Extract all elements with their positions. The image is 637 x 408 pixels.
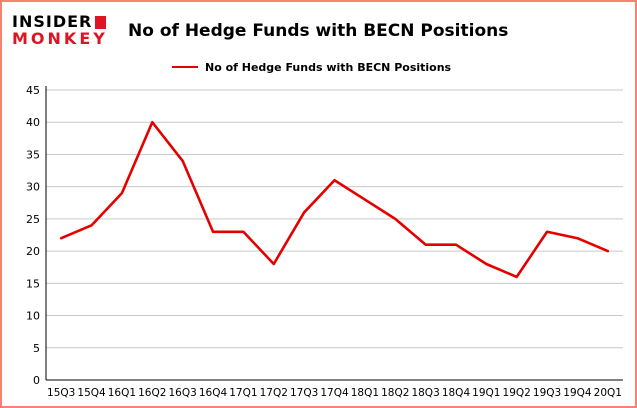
x-tick-label: 18Q3: [411, 387, 439, 399]
x-tick-label: 17Q3: [290, 387, 318, 399]
x-tick-label: 16Q2: [138, 387, 166, 399]
x-tick-label: 15Q3: [47, 387, 75, 399]
x-tick-label: 17Q1: [229, 387, 257, 399]
x-tick-label: 17Q2: [260, 387, 288, 399]
x-tick-label: 16Q4: [199, 387, 228, 399]
logo-monkey-text: MONKEY: [12, 29, 108, 48]
x-tick-label: 19Q4: [563, 387, 592, 399]
insider-monkey-logo: INSIDER MONKEY: [12, 12, 114, 48]
legend-line-swatch: [172, 66, 198, 68]
x-tick-label: 18Q2: [381, 387, 409, 399]
x-tick-label: 20Q1: [594, 387, 622, 399]
y-tick-label: 35: [26, 148, 40, 161]
x-tick-label: 19Q2: [503, 387, 531, 399]
y-tick-label: 15: [26, 277, 40, 290]
chart-legend: No of Hedge Funds with BECN Positions: [172, 58, 635, 76]
y-tick-label: 30: [26, 181, 40, 194]
x-tick-label: 16Q3: [169, 387, 197, 399]
x-tick-label: 15Q4: [77, 387, 106, 399]
y-tick-label: 45: [26, 84, 40, 97]
logo-red-square-icon: [95, 16, 107, 30]
chart-header: INSIDER MONKEY No of Hedge Funds with BE…: [2, 2, 635, 52]
y-tick-label: 10: [26, 310, 40, 323]
y-tick-label: 40: [26, 116, 40, 129]
x-tick-label: 19Q1: [472, 387, 500, 399]
chart-area: 0 5 10 15 20 25 30 35 40 45 15Q3 15Q4 16Q1 16Q2 16Q3 16…: [2, 76, 635, 406]
line-chart: 0 5 10 15 20 25 30 35 40 45 15Q3 15Q4 16Q1 16Q2 16Q3 16…: [26, 84, 623, 399]
logo-top-row: INSIDER: [12, 12, 114, 32]
y-tick-label: 5: [33, 342, 40, 355]
y-tick-label: 0: [33, 374, 40, 387]
data-line-series: [59, 120, 610, 279]
page-title: No of Hedge Funds with BECN Positions: [128, 21, 509, 41]
x-tick-label: 18Q4: [442, 387, 471, 399]
y-tick-label: 25: [26, 213, 40, 226]
x-tick-label: 16Q1: [108, 387, 136, 399]
logo-insider-text: INSIDER: [12, 12, 93, 32]
x-tick-label: 18Q1: [351, 387, 379, 399]
x-tick-label: 19Q3: [533, 387, 561, 399]
y-tick-label: 20: [26, 245, 40, 258]
x-tick-label: 17Q4: [320, 387, 349, 399]
legend-label: No of Hedge Funds with BECN Positions: [205, 60, 452, 74]
